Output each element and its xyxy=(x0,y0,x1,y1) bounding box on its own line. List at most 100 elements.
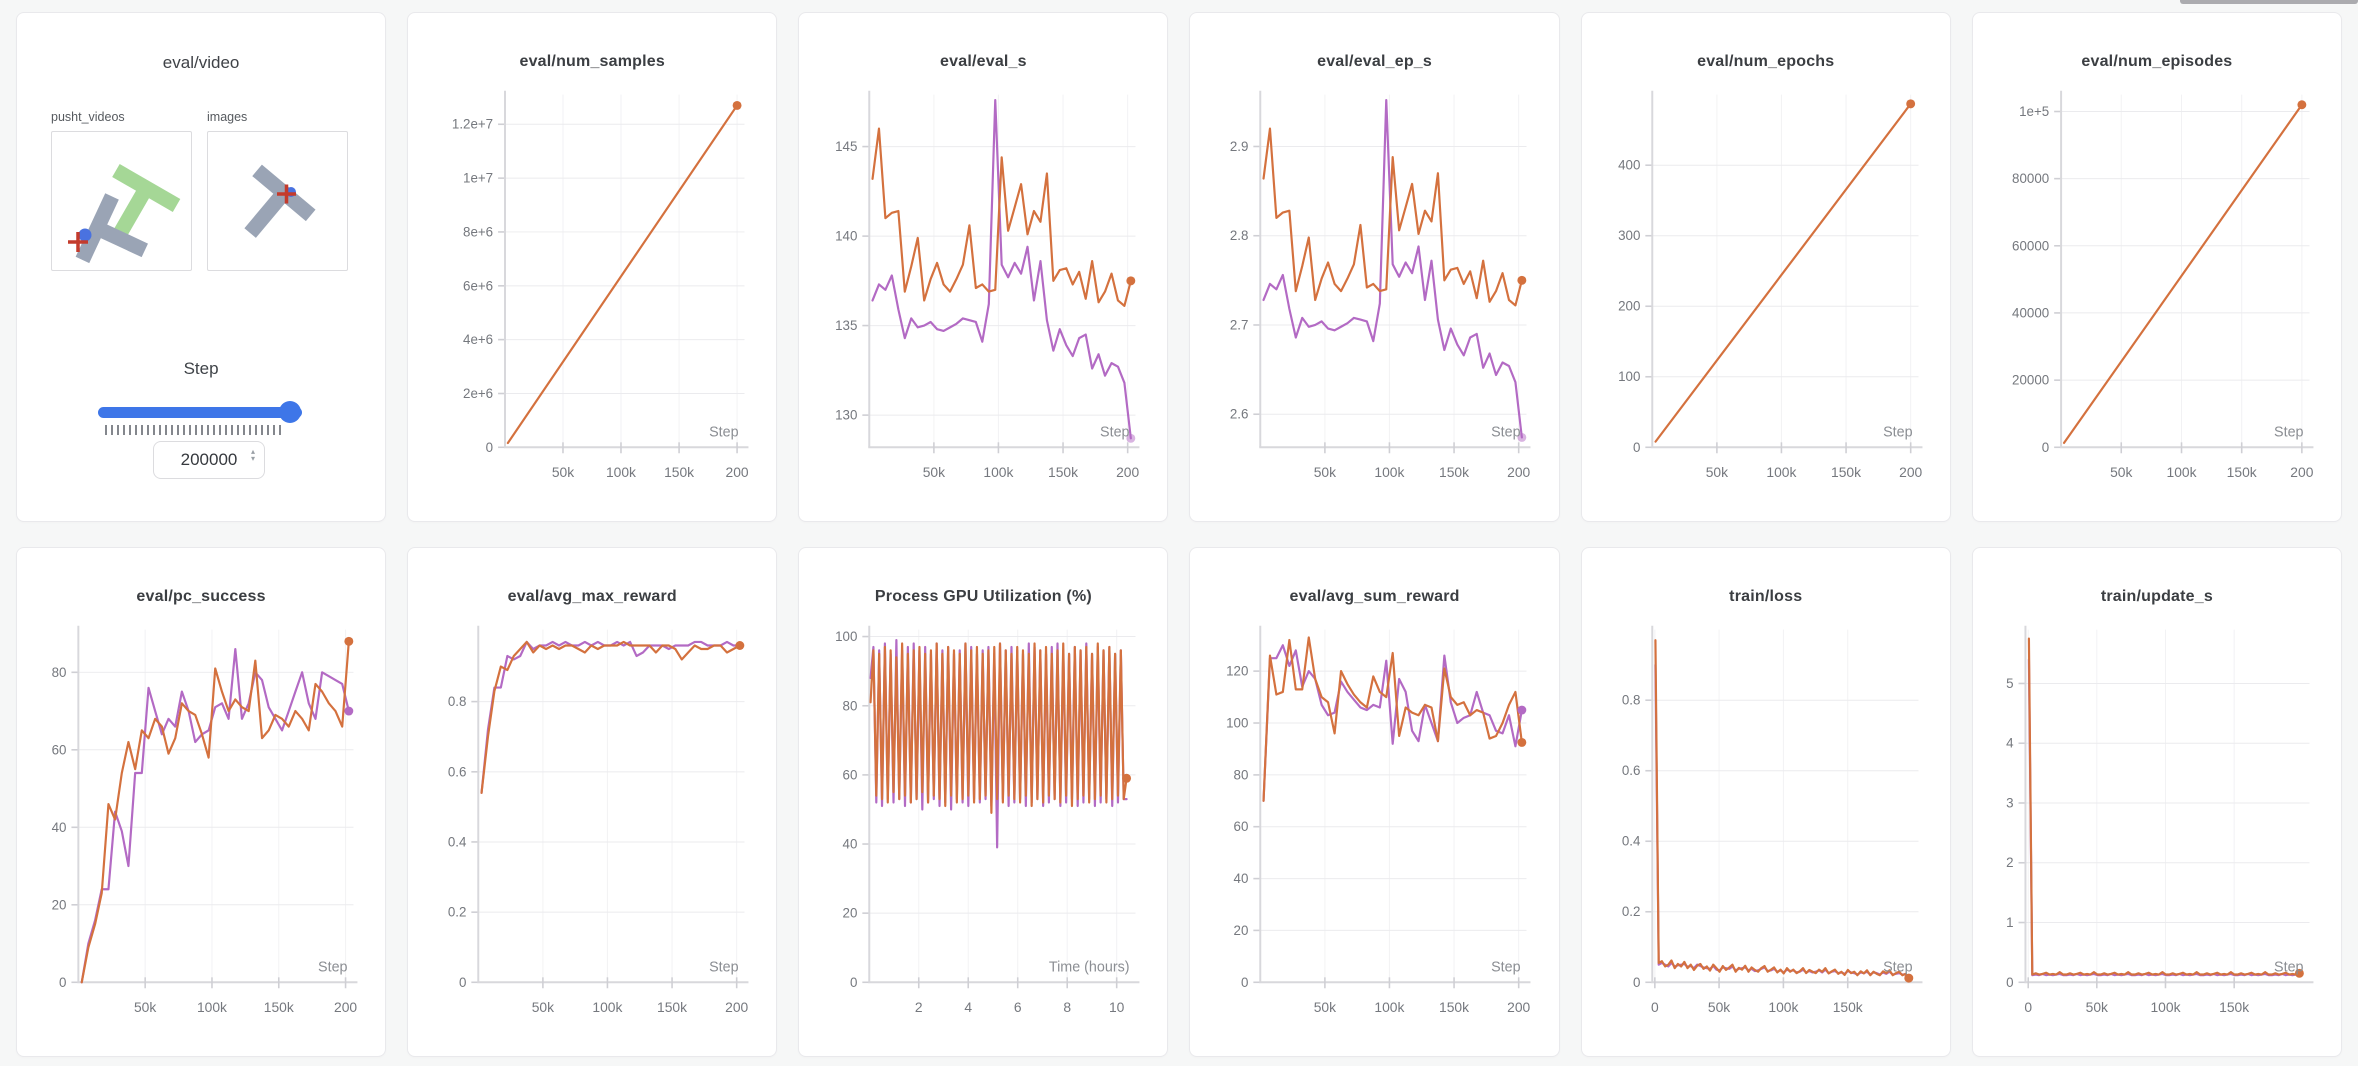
chart-avg_sum_reward[interactable]: 0 20 40 60 80 100 120 50k 100k 150k 200 Step xyxy=(1190,548,1558,1056)
latest-point-dot-orange xyxy=(2294,968,2304,978)
chart-panel-avg_max_reward[interactable]: eval/avg_max_reward 0 0.2 0.4 0.6 0.8 50k 100k 1… xyxy=(407,547,778,1057)
chart-panel-avg_sum_reward[interactable]: eval/avg_sum_reward 0 20 40 60 80 100 120 50k 100… xyxy=(1189,547,1560,1057)
y-tick-label: 400 xyxy=(1618,158,1640,173)
y-tick-label: 0.2 xyxy=(1621,904,1640,919)
latest-point-dot-orange xyxy=(732,100,742,110)
y-tick-label: 100 xyxy=(1227,715,1249,730)
latest-point-dot-orange xyxy=(1905,99,1915,109)
y-tick-label: 8e+6 xyxy=(463,224,493,239)
x-tick-label: 50k xyxy=(923,464,945,480)
image-thumbnail[interactable] xyxy=(207,131,348,271)
step-slider-track[interactable] xyxy=(98,407,302,418)
y-tick-label: 0.8 xyxy=(448,694,467,709)
image-render xyxy=(244,164,316,238)
chart-panel-num_episodes[interactable]: eval/num_episodes 0 20000 40000 60000 80000 1e… xyxy=(1971,12,2342,522)
latest-point-dot-orange xyxy=(1904,973,1913,983)
series-line-purple xyxy=(480,640,742,794)
chart-title: eval/pc_success xyxy=(136,588,266,605)
x-tick-label: 50k xyxy=(134,999,156,1015)
x-tick-label: 50k xyxy=(1314,464,1336,480)
chart-panel-eval_s[interactable]: eval/eval_s 130 135 140 145 50k 100k 150k 200 Ste… xyxy=(798,12,1169,522)
chart-panel-num_samples[interactable]: eval/num_samples 0 2e+6 4e+6 6e+6 8e+6 1e+7 1.2… xyxy=(407,12,778,522)
y-tick-label: 100 xyxy=(835,629,857,644)
y-tick-label: 6e+6 xyxy=(463,278,493,293)
chart-train_loss[interactable]: 0 0.2 0.4 0.6 0.8 0 50k 100k 150k Step xyxy=(1582,548,1950,1056)
chart-panel-num_epochs[interactable]: eval/num_epochs 0 100 200 300 400 50k 100k 150k 2… xyxy=(1580,12,1951,522)
y-tick-label: 0.8 xyxy=(1621,693,1640,708)
chart-train_update_s[interactable]: 0 1 2 3 4 5 0 50k 100k 150k Step xyxy=(1973,548,2341,1056)
chart-title: train/update_s xyxy=(2100,588,2213,605)
chart-pc_success[interactable]: 0 20 40 60 80 50k 100k 150k 200 Step xyxy=(17,548,385,1056)
x-tick-label: 150k xyxy=(2219,999,2249,1015)
x-tick-label: 100k xyxy=(1375,464,1405,480)
series-line-orange xyxy=(1654,102,1912,443)
chart-num_samples[interactable]: 0 2e+6 4e+6 6e+6 8e+6 1e+7 1.2e+7 50k 100k 150k 20… xyxy=(408,13,776,521)
image-key-label: images xyxy=(207,110,248,124)
series-line-orange xyxy=(506,104,739,445)
x-tick-label: 4 xyxy=(965,999,973,1015)
x-tick-label: 50k xyxy=(1708,999,1730,1015)
x-tick-label: 6 xyxy=(1014,999,1022,1015)
chart-num_episodes[interactable]: 0 20000 40000 60000 80000 1e+5 50k 100k 150k 200 S… xyxy=(1973,13,2341,521)
latest-point-dot-orange xyxy=(1517,737,1527,747)
y-tick-label: 1.2e+7 xyxy=(452,117,493,132)
chart-title: eval/eval_ep_s xyxy=(1317,53,1433,70)
x-axis-label: Step xyxy=(709,424,738,440)
y-tick-label: 2e+6 xyxy=(463,386,493,401)
y-tick-label: 40 xyxy=(843,836,858,851)
series-line-purple xyxy=(1262,98,1524,439)
y-tick-label: 80 xyxy=(843,698,858,713)
step-value: 200000 xyxy=(180,450,238,469)
chart-panel-pc_success[interactable]: eval/pc_success 0 20 40 60 80 50k 100k 150k 200 St… xyxy=(16,547,387,1057)
x-tick-label: 200 xyxy=(725,999,748,1015)
y-tick-label: 0 xyxy=(2042,440,2049,455)
chart-title: eval/num_samples xyxy=(519,53,665,70)
chart-avg_max_reward[interactable]: 0 0.2 0.4 0.6 0.8 50k 100k 150k 200 Step xyxy=(408,548,776,1056)
chart-gpu[interactable]: 0 20 40 60 80 100 2 4 6 8 10 Time (hours) xyxy=(799,548,1167,1056)
x-tick-label: 50k xyxy=(2110,464,2132,480)
y-tick-label: 0 xyxy=(1633,440,1640,455)
y-tick-label: 60000 xyxy=(2012,238,2049,253)
y-tick-label: 40 xyxy=(52,820,67,835)
latest-point-dot-purple xyxy=(1517,705,1527,715)
x-axis-label: Step xyxy=(2274,424,2303,440)
y-tick-label: 135 xyxy=(835,318,857,333)
latest-point-dot-orange xyxy=(1122,773,1132,783)
step-number-input[interactable]: 200000 ▴ ▾ xyxy=(153,441,265,479)
chart-eval_ep_s[interactable]: 2.6 2.7 2.8 2.9 50k 100k 150k 200 Step xyxy=(1190,13,1558,521)
chart-panel-gpu[interactable]: Process GPU Utilization (%) 0 20 40 60 80 100 2… xyxy=(798,547,1169,1057)
x-tick-label: 150k xyxy=(1832,999,1862,1015)
pusht-video-thumbnail[interactable] xyxy=(51,131,192,271)
chart-eval_s[interactable]: 130 135 140 145 50k 100k 150k 200 Step xyxy=(799,13,1167,521)
y-tick-label: 80000 xyxy=(2012,171,2049,186)
latest-point-dot-orange xyxy=(1517,275,1527,285)
y-tick-label: 3 xyxy=(2006,795,2013,810)
x-tick-label: 100k xyxy=(984,464,1014,480)
x-tick-label: 100k xyxy=(1766,464,1796,480)
x-tick-label: 100k xyxy=(1375,999,1405,1015)
step-slider-handle[interactable] xyxy=(279,401,301,423)
x-tick-label: 150k xyxy=(1440,999,1470,1015)
series-line-orange xyxy=(1654,639,1910,980)
latest-point-dot-purple xyxy=(1517,432,1527,442)
series-line-purple xyxy=(2027,658,2301,977)
step-slider-ticks xyxy=(105,425,285,435)
goal-t-shape xyxy=(112,163,181,238)
x-tick-label: 10 xyxy=(1109,999,1125,1015)
chart-num_epochs[interactable]: 0 100 200 300 400 50k 100k 150k 200 Step xyxy=(1582,13,1950,521)
latest-point-dot-orange xyxy=(344,636,354,646)
chart-panel-train_update_s[interactable]: train/update_s 0 1 2 3 4 5 0 50k 100k 150k Step xyxy=(1971,547,2342,1057)
x-tick-label: 50k xyxy=(532,999,554,1015)
y-tick-label: 130 xyxy=(835,408,857,423)
step-up-icon[interactable]: ▴ xyxy=(250,447,255,456)
chart-title: eval/num_epochs xyxy=(1697,53,1835,70)
chart-title: eval/eval_s xyxy=(940,53,1027,70)
chart-panel-eval_ep_s[interactable]: eval/eval_ep_s 2.6 2.7 2.8 2.9 50k 100k 150k 200… xyxy=(1189,12,1560,522)
y-tick-label: 20000 xyxy=(2012,373,2049,388)
step-down-icon[interactable]: ▾ xyxy=(250,454,255,463)
chart-title: eval/avg_sum_reward xyxy=(1289,588,1460,605)
x-tick-label: 200 xyxy=(2290,464,2313,480)
stepper-arrows[interactable]: ▴ ▾ xyxy=(250,447,255,463)
chart-panel-train_loss[interactable]: train/loss 0 0.2 0.4 0.6 0.8 0 50k 100k 150k Step xyxy=(1580,547,1951,1057)
series-line-purple xyxy=(80,648,350,984)
